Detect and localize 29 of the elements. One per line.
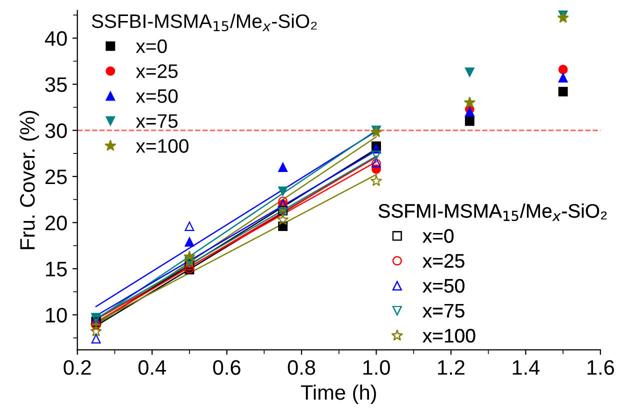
legend-label: x=50 — [422, 278, 464, 293]
x-tick-label: 1.2 — [438, 360, 464, 375]
y-axis-title: Fru. Cover. (%) — [20, 110, 39, 250]
legend-label: x=75 — [422, 304, 464, 318]
y-tick-label: 15 — [46, 262, 67, 276]
x-tick-label: 1.6 — [588, 360, 614, 375]
x-axis-title: Time (h) — [300, 384, 376, 404]
x-tick-label: 0.6 — [213, 360, 240, 375]
legend-label: x=0 — [422, 229, 454, 243]
legend-label: x=0 — [136, 39, 167, 54]
x-tick-label: 0.8 — [288, 360, 316, 375]
legend-label: x=50 — [136, 89, 178, 103]
x-tick-label: 0.4 — [138, 360, 166, 375]
y-tick-label: 35 — [45, 77, 67, 92]
y-tick-label: 10 — [46, 308, 67, 323]
x-tick-label: 1.4 — [512, 360, 540, 375]
y-tick-label: 25 — [46, 169, 67, 184]
legend-label: x=25 — [136, 64, 178, 78]
legend-label: x=100 — [422, 328, 476, 343]
y-tick-label: 20 — [46, 216, 67, 230]
annotation: SSFBI-MSMA$_{15}$/Me$_{x}$-SiO₂ — [92, 14, 317, 32]
y-tick-label: 40 — [44, 31, 67, 46]
legend-label: x=100 — [136, 139, 188, 153]
legend-label: x=25 — [422, 254, 464, 268]
y-tick-label: 30 — [45, 123, 67, 138]
annotation: SSFMI-MSMA$_{15}$/Me$_{x}$-SiO₂ — [378, 204, 607, 222]
x-tick-label: 1.0 — [363, 360, 390, 375]
x-tick-label: 0.2 — [64, 360, 91, 375]
legend-label: x=75 — [136, 114, 178, 128]
